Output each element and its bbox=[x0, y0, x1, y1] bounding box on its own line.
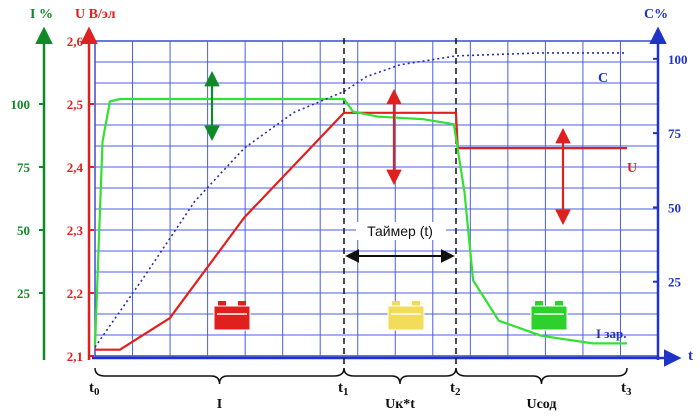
time-tick-base: t bbox=[338, 380, 343, 396]
labels: C U I зар. Таймер (t) I Uк*t Uсод bbox=[94, 71, 637, 412]
series-line-3 bbox=[94, 52, 627, 348]
stage-label: I bbox=[217, 397, 222, 412]
time-tick-base: t bbox=[450, 380, 455, 396]
stage-brace bbox=[343, 367, 457, 385]
time-tick-sub: 3 bbox=[626, 386, 632, 398]
time-tick-label: t3 bbox=[621, 380, 632, 398]
capacity-tick-label: 50 bbox=[668, 200, 681, 215]
timer-label-background bbox=[356, 222, 446, 240]
time-tick-base: t bbox=[621, 380, 626, 396]
time-tick-sub: 0 bbox=[94, 386, 100, 398]
current-tick-label: 50 bbox=[17, 223, 30, 238]
current-series-label: I зар. bbox=[596, 326, 627, 341]
time-tick-base: t bbox=[89, 380, 94, 396]
battery-icon-charging-terminal-left bbox=[392, 301, 400, 306]
voltage-tick-label: 2,6 bbox=[67, 34, 84, 49]
stage-brace bbox=[455, 367, 628, 385]
voltage-tick-label: 2,2 bbox=[67, 286, 83, 301]
axes: I % 25 50 75 100 U В/эл 2,1 2,2 2,3 2,4 2,5 2,6 C% 25… bbox=[11, 7, 693, 367]
battery-icon-charged-terminal-right bbox=[555, 301, 563, 306]
voltage-tick-label: 2,4 bbox=[67, 160, 84, 175]
capacity-series-label: C bbox=[598, 71, 608, 86]
plot-area bbox=[94, 40, 659, 357]
capacity-tick-label: 100 bbox=[668, 52, 688, 67]
battery-icon-discharged-terminal-right bbox=[238, 301, 246, 306]
stage-label: Uк*t bbox=[385, 397, 415, 412]
time-tick-sub: 2 bbox=[455, 386, 461, 398]
voltage-tick-label: 2,3 bbox=[67, 223, 84, 238]
stage-brace bbox=[94, 367, 345, 385]
timer-label: Таймер (t) bbox=[367, 223, 433, 239]
capacity-tick-label: 25 bbox=[668, 275, 682, 290]
voltage-tick-label: 2,5 bbox=[67, 97, 84, 112]
battery-icon-charging-terminal-right bbox=[412, 301, 420, 306]
voltage-series-label: U bbox=[627, 161, 637, 176]
current-tick-label: 100 bbox=[11, 97, 31, 112]
stage-markers: t0 t1 t2 t3 bbox=[89, 38, 632, 398]
time-tick-label: t1 bbox=[338, 380, 349, 398]
battery-icons bbox=[213, 301, 568, 331]
capacity-tick-label: 75 bbox=[668, 126, 682, 141]
time-tick-label: t2 bbox=[450, 380, 461, 398]
voltage-axis-label: U В/эл bbox=[75, 7, 116, 22]
battery-icon-charging-body bbox=[387, 305, 425, 331]
time-tick-sub: 1 bbox=[343, 386, 349, 398]
stage-label: Uсод bbox=[526, 397, 556, 412]
current-tick-label: 75 bbox=[17, 160, 31, 175]
battery-icon-discharged-terminal-left bbox=[218, 301, 226, 306]
battery-icon-charged-body bbox=[530, 305, 568, 331]
current-axis-label: I % bbox=[30, 7, 53, 22]
current-tick-label: 25 bbox=[17, 286, 31, 301]
range-arrows bbox=[204, 70, 571, 226]
time-tick-label: t0 bbox=[89, 380, 100, 398]
time-axis-label: t bbox=[688, 348, 693, 364]
battery-icon-charged-terminal-left bbox=[535, 301, 543, 306]
voltage-tick-label: 2,1 bbox=[67, 349, 83, 364]
grid bbox=[94, 40, 659, 357]
capacity-axis-label: C% bbox=[644, 7, 668, 22]
battery-icon-discharged-body bbox=[213, 305, 251, 331]
